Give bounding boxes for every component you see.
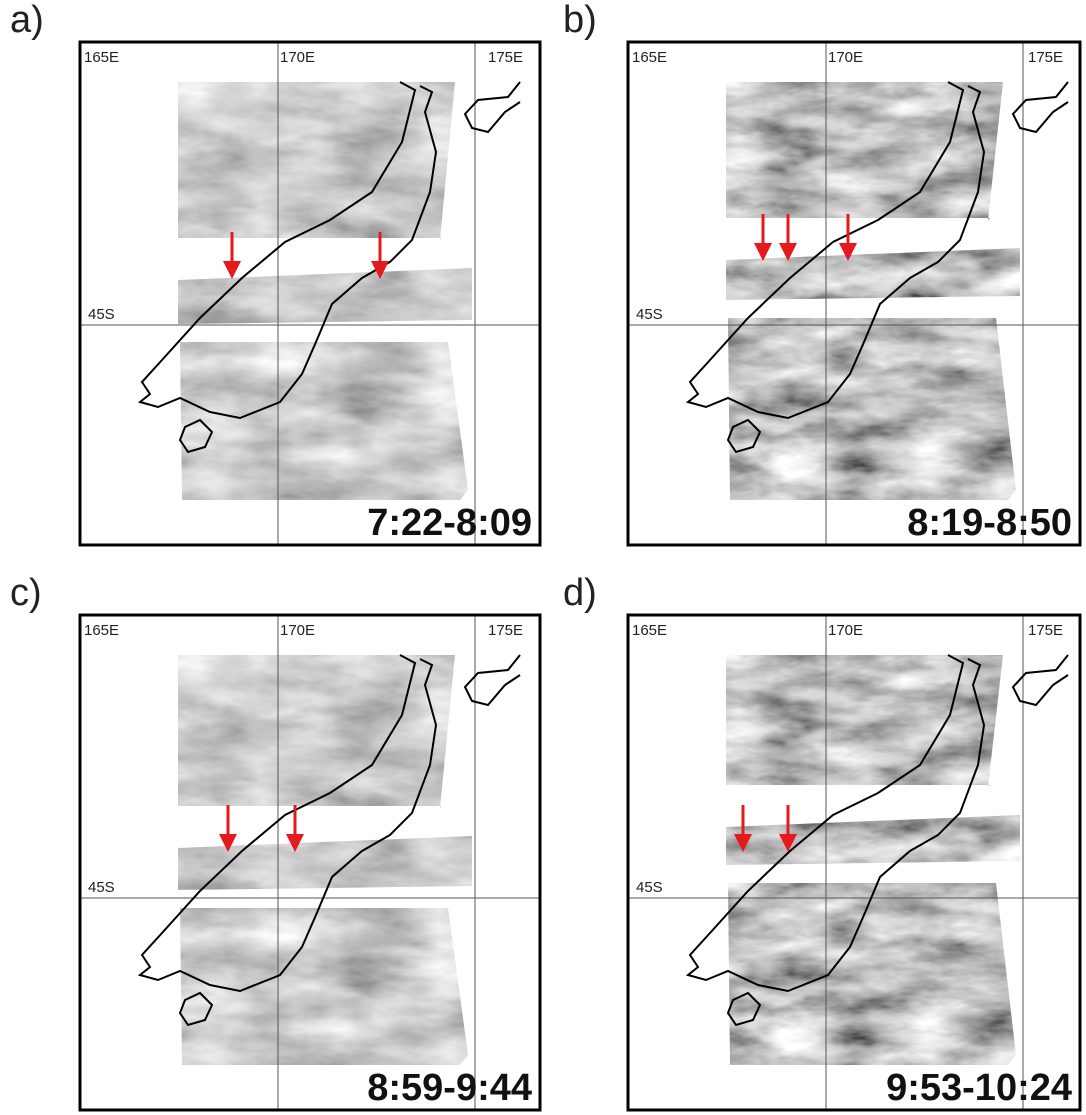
panel-label: a) [10,0,44,41]
map-panel: 165E 170E 175E 45S 8:19-8:50 [626,40,1082,547]
satellite-image [178,655,472,1065]
coastline [685,81,986,420]
map-panel: 165E 170E 175E 45S 8:59-9:44 [78,613,542,1112]
time-label: 8:19-8:50 [907,502,1072,544]
coastline [1011,654,1069,707]
coastline [178,418,214,454]
panel-label: b) [563,0,597,41]
lon-label: 170E [280,622,315,639]
coastline [726,418,762,454]
map-frame [626,40,1082,547]
map-panel: 165E 170E 175E 45S 9:53-10:24 [626,613,1082,1112]
lon-label: 175E [1028,49,1063,66]
lon-label: 170E [828,622,863,639]
lon-label: 165E [84,49,119,66]
coastline [685,654,986,993]
coastline [463,654,521,707]
lon-label: 175E [488,622,523,639]
lon-label: 170E [280,49,315,66]
time-label: 9:53-10:24 [886,1067,1072,1109]
lat-label: 45S [636,879,663,896]
time-label: 8:59-9:44 [367,1067,532,1109]
lon-label: 175E [1028,622,1063,639]
satellite-image [726,655,1020,1065]
coastline [178,991,214,1027]
map-frame [626,613,1082,1112]
map-frame [78,40,542,547]
coastline [1011,81,1069,134]
coastline [726,991,762,1027]
map-frame [78,613,542,1112]
lon-label: 170E [828,49,863,66]
lat-label: 45S [88,306,115,323]
lon-label: 165E [84,622,119,639]
map-panel: 165E 170E 175E 45S 7:22-8:09 [78,40,542,547]
coastline [137,654,438,993]
coastline [137,81,438,420]
lon-label: 175E [488,49,523,66]
time-label: 7:22-8:09 [367,502,532,544]
lat-label: 45S [636,306,663,323]
lon-label: 165E [632,49,667,66]
panel-label: c) [10,572,42,614]
lat-label: 45S [88,879,115,896]
coastline [463,81,521,134]
lon-label: 165E [632,622,667,639]
panel-label: d) [563,572,597,614]
